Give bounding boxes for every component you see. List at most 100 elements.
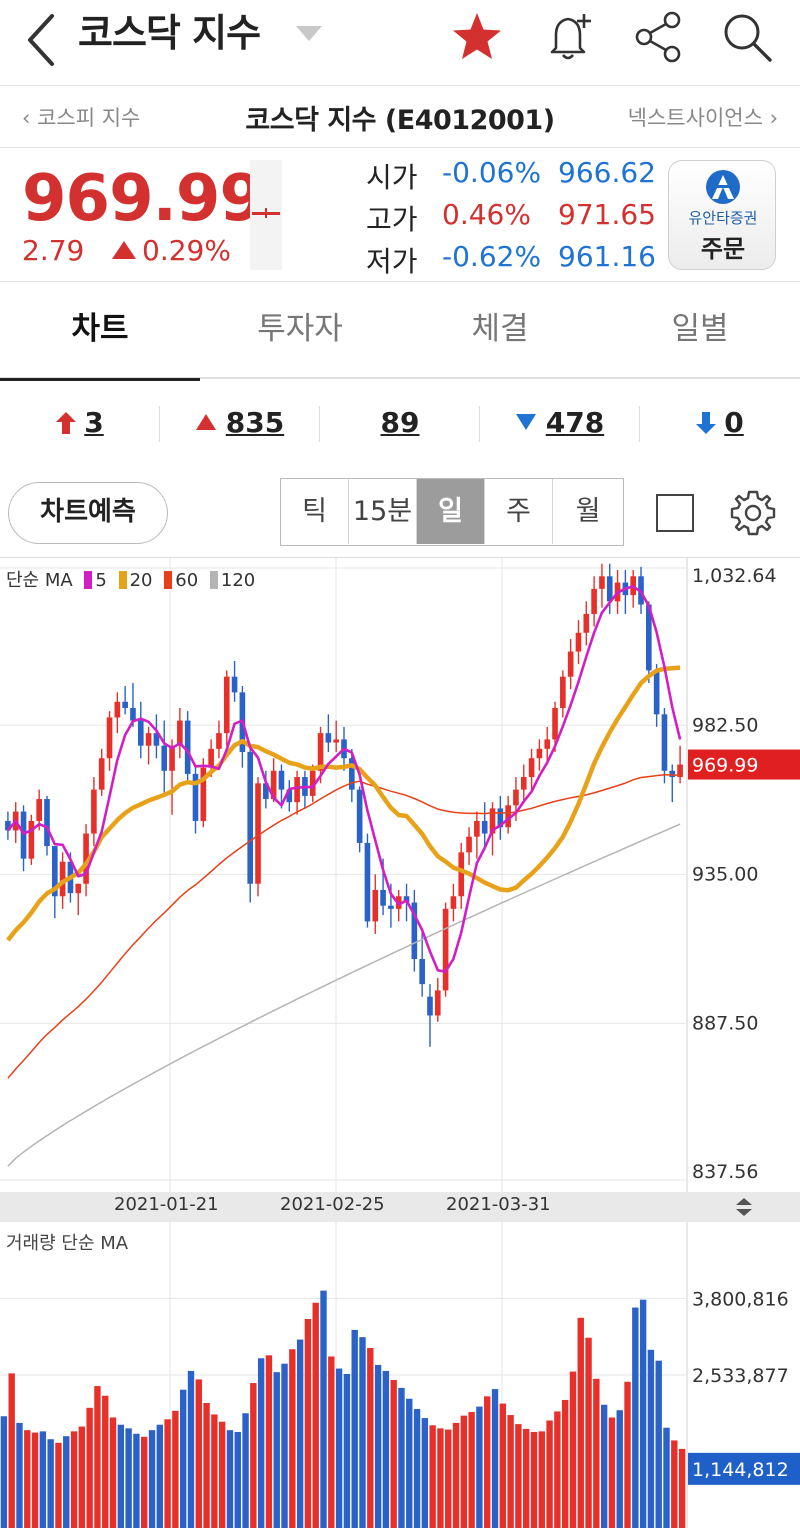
volume-bar [94, 1386, 101, 1528]
candle [528, 758, 535, 778]
candle [169, 745, 175, 771]
next-index-label: 넥스트사이언스 [627, 106, 763, 130]
current-value-tag [688, 749, 800, 780]
period-week[interactable]: 주 [485, 479, 553, 544]
candle [669, 770, 676, 778]
tab-trades[interactable]: 체결 [471, 311, 529, 347]
candle [434, 990, 441, 1016]
volume-bar [164, 1419, 171, 1528]
next-index-link[interactable]: 넥스트사이언스 › [627, 106, 778, 130]
candle [208, 748, 214, 768]
volume-bar [172, 1410, 179, 1528]
candle [263, 783, 269, 800]
volume-bar [429, 1425, 436, 1528]
ma-legend-60: 60 [175, 570, 199, 591]
open-label: 시가 [366, 161, 418, 194]
volume-bar [234, 1431, 241, 1528]
candle [419, 959, 425, 985]
ma20-line [6, 665, 681, 942]
candle [325, 733, 332, 743]
tab-investor[interactable]: 투자자 [257, 311, 343, 347]
fullscreen-checkbox[interactable] [656, 494, 694, 532]
volume-bar [242, 1413, 249, 1528]
prev-index-link[interactable]: ‹ 코스피 지수 [22, 106, 141, 130]
volume-bar [671, 1440, 678, 1528]
limit-up-count[interactable]: 3 [0, 406, 160, 442]
candle [653, 670, 660, 715]
volume-bar [530, 1431, 538, 1528]
volume-bar [55, 1442, 62, 1528]
gear-icon[interactable] [728, 488, 778, 538]
volume-bar [70, 1431, 78, 1528]
order-label: 주문 [700, 235, 746, 263]
candle [309, 770, 316, 796]
candle [247, 751, 254, 884]
page-title[interactable]: 코스닥 지수 [78, 11, 261, 55]
period-day[interactable]: 일 [417, 479, 485, 544]
volume-legend: 거래량 단순 MA [6, 1233, 129, 1254]
volume-bar [577, 1317, 584, 1528]
date-label: 2021-02-25 [280, 1194, 385, 1215]
tab-chart[interactable]: 차트 [0, 282, 200, 381]
up-triangle-icon [195, 414, 216, 430]
candle [474, 820, 480, 837]
chart-area[interactable]: 1,032.64 982.50 935.00 887.50 837.56 969.99 단… [0, 558, 800, 1528]
volume-bar [320, 1290, 327, 1528]
advance-count[interactable]: 835 [160, 406, 320, 442]
volume-bar [390, 1380, 397, 1528]
volume-bar [585, 1337, 592, 1528]
volume-bar [226, 1430, 234, 1528]
period-15min[interactable]: 15분 [349, 479, 417, 544]
volume-bar [218, 1421, 226, 1528]
price-chart[interactable]: 1,032.64 982.50 935.00 887.50 837.56 969.99 [0, 558, 800, 1192]
resize-handle-icon[interactable] [732, 1195, 756, 1219]
candle [544, 739, 551, 749]
decline-count[interactable]: 478 [480, 406, 640, 442]
candle [606, 576, 613, 602]
volume-bar [406, 1398, 413, 1528]
ma-legend: 단순 MA 5 20 60 120 [6, 566, 255, 592]
volume-bar [484, 1396, 491, 1528]
limit-down-count[interactable]: 0 [640, 406, 800, 442]
volume-bar [421, 1418, 429, 1528]
candle [106, 717, 113, 759]
candle [599, 576, 605, 589]
order-brand: 유안타증권 [688, 209, 758, 227]
volume-bar [141, 1436, 148, 1528]
bell-add-icon[interactable] [540, 8, 598, 66]
chart-predict-button[interactable]: 차트예측 [8, 482, 168, 544]
dropdown-caret-icon[interactable] [296, 26, 322, 41]
period-month[interactable]: 월 [575, 496, 601, 527]
star-icon[interactable] [448, 8, 506, 66]
search-icon[interactable] [718, 8, 776, 66]
chart-toolbar: 차트예측 틱 15분 일 주 월 [0, 468, 800, 558]
date-axis[interactable]: 2021-01-21 2021-02-25 2021-03-31 [0, 1192, 800, 1222]
back-chevron-icon[interactable] [20, 10, 64, 70]
volume-chart[interactable]: 3,800,816 2,533,877 1,144,812 [0, 1222, 800, 1528]
candle [489, 808, 496, 834]
volume-bar [538, 1431, 545, 1528]
volume-bar [273, 1372, 280, 1528]
candle [513, 789, 519, 806]
candle [349, 758, 355, 790]
volume-bar [304, 1319, 312, 1528]
high-pct: 0.46% [442, 198, 531, 231]
candle [575, 632, 582, 652]
candle [450, 896, 457, 909]
tab-daily[interactable]: 일별 [671, 311, 729, 347]
period-tick[interactable]: 틱 [281, 479, 349, 544]
unchanged-count[interactable]: 89 [320, 406, 480, 442]
volume-bar [632, 1307, 639, 1528]
current-volume-label: 1,144,812 [692, 1459, 789, 1481]
volume-bar [63, 1436, 70, 1528]
order-button[interactable]: 유안타증권 주문 [668, 160, 776, 270]
candle [372, 889, 379, 922]
candle [5, 820, 11, 831]
candle [223, 676, 230, 734]
price-change: 2.79 [22, 234, 85, 267]
volume-bar [460, 1415, 468, 1528]
share-icon[interactable] [630, 8, 688, 66]
yuanta-logo-icon [706, 170, 740, 204]
volume-bar [452, 1422, 460, 1528]
volume-bar [678, 1448, 686, 1528]
